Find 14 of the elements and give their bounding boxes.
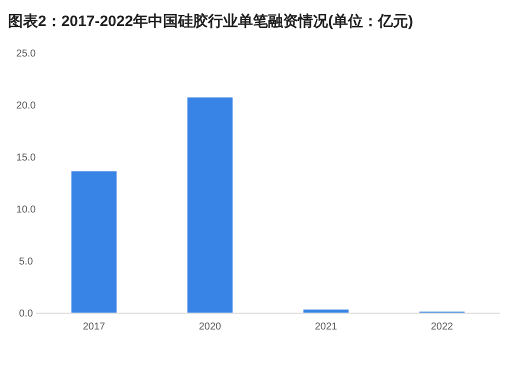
x-tick-label: 2021 [314,322,338,333]
y-tick-label: 0.0 [19,308,34,320]
y-tick-label: 10.0 [16,204,36,216]
y-tick-label: 5.0 [19,256,34,268]
x-tick-label: 2020 [198,322,222,333]
y-tick-label: 25.0 [16,48,36,60]
chart-title: 图表2：2017-2022年中国硅胶行业单笔融资情况(单位：亿元) [8,12,414,30]
bar [71,171,117,313]
y-tick-label: 20.0 [16,100,36,112]
x-tick-label: 2017 [82,322,106,333]
bar [303,310,349,313]
bar [187,97,233,313]
x-tick-label: 2022 [430,322,454,333]
y-tick-label: 15.0 [16,152,36,164]
